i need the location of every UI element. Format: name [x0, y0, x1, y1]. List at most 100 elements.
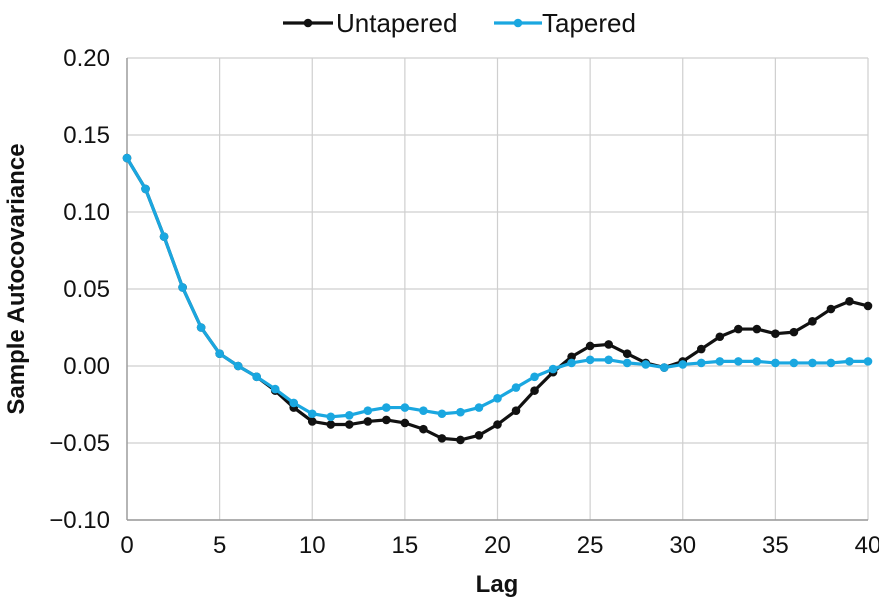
legend-label: Tapered	[542, 8, 636, 38]
data-point	[233, 361, 243, 371]
data-point	[511, 383, 521, 392]
legend: Untapered Tapered	[283, 8, 636, 38]
data-point	[530, 372, 539, 382]
data-point	[178, 283, 187, 292]
data-point	[715, 357, 725, 366]
data-point	[437, 434, 447, 443]
data-point	[696, 344, 706, 354]
gridlines	[126, 57, 869, 521]
legend-swatch-marker	[303, 18, 313, 28]
data-point	[511, 406, 521, 415]
data-point	[715, 332, 725, 342]
data-point	[808, 358, 817, 368]
data-point	[604, 355, 613, 365]
data-point	[752, 324, 762, 334]
x-tick-label: 0	[120, 532, 133, 559]
y-tick-label: 0.05	[63, 276, 110, 303]
y-tick-label: −0.10	[49, 507, 110, 534]
data-point	[363, 406, 373, 415]
data-point	[252, 372, 261, 382]
data-point	[345, 420, 354, 429]
x-tick-label: 30	[669, 532, 696, 559]
data-point	[789, 358, 799, 368]
data-point	[604, 340, 613, 349]
data-point	[122, 153, 132, 163]
y-tick-labels: −0.10 −0.05 0.00 0.05 0.10 0.15 0.20	[49, 45, 110, 534]
data-point	[474, 431, 484, 440]
data-point	[548, 364, 558, 374]
data-point	[400, 418, 410, 428]
data-point	[326, 420, 336, 429]
data-point	[863, 357, 873, 366]
x-tick-label: 20	[484, 532, 511, 559]
y-tick-label: 0.10	[63, 199, 110, 226]
x-tick-label: 25	[577, 532, 604, 559]
data-point	[215, 349, 224, 358]
data-point	[641, 360, 650, 369]
x-tick-labels: 0 5 10 15 20 25 30 35 40	[120, 532, 879, 559]
y-tick-label: 0.20	[63, 45, 110, 72]
data-point	[400, 403, 410, 412]
data-point	[363, 417, 373, 426]
data-point	[622, 358, 632, 368]
data-point	[678, 360, 688, 369]
axes	[126, 58, 868, 521]
y-tick-label: 0.15	[63, 122, 110, 149]
data-point	[585, 341, 595, 351]
series	[122, 153, 873, 445]
data-point	[771, 329, 780, 338]
data-point	[437, 409, 447, 419]
data-point	[789, 327, 799, 337]
data-point	[863, 301, 873, 311]
data-point	[567, 358, 576, 368]
legend-label: Untapered	[336, 8, 457, 38]
data-point	[289, 398, 299, 408]
data-point	[734, 324, 743, 334]
data-point	[307, 409, 317, 419]
data-point	[585, 355, 595, 365]
data-point	[493, 394, 502, 403]
x-tick-label: 10	[299, 532, 326, 559]
data-point	[696, 358, 706, 368]
data-point	[196, 323, 206, 332]
data-point	[456, 435, 465, 445]
data-point	[826, 358, 836, 368]
data-point	[845, 297, 854, 306]
y-tick-label: −0.05	[49, 430, 110, 457]
data-point	[141, 184, 150, 194]
y-tick-label: 0.00	[63, 353, 110, 380]
data-point	[752, 357, 762, 366]
series-tapered	[122, 153, 873, 422]
legend-item-untapered: Untapered	[283, 8, 457, 38]
data-point	[345, 410, 354, 420]
data-point	[382, 415, 391, 425]
data-point	[659, 363, 669, 372]
data-point	[419, 406, 428, 415]
x-tick-label: 40	[855, 532, 879, 559]
x-tick-label: 15	[392, 532, 419, 559]
data-point	[808, 317, 817, 326]
data-point	[326, 412, 336, 422]
data-point	[493, 420, 502, 429]
data-point	[159, 232, 169, 241]
data-point	[734, 357, 743, 366]
y-axis-title: Sample Autocovariance	[3, 143, 30, 414]
legend-swatch-marker	[513, 18, 523, 28]
data-point	[567, 352, 576, 362]
data-point	[307, 417, 317, 426]
data-point	[530, 386, 539, 395]
data-point	[474, 403, 484, 412]
data-point	[845, 357, 854, 366]
data-point	[382, 403, 391, 412]
data-point	[419, 424, 428, 434]
legend-item-tapered: Tapered	[494, 8, 636, 38]
data-point	[826, 304, 836, 314]
data-point	[456, 407, 465, 417]
x-tick-label: 35	[762, 532, 789, 559]
data-point	[622, 349, 632, 358]
data-point	[270, 384, 280, 394]
data-point	[771, 358, 780, 368]
x-axis-title: Lag	[476, 571, 519, 598]
